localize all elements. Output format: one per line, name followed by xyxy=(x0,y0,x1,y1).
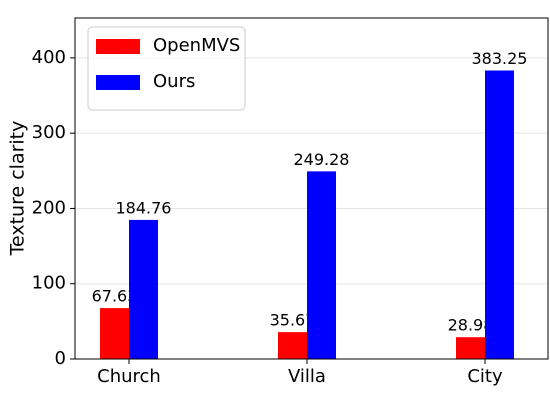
x-tick-label: City xyxy=(467,366,503,387)
value-label: 35.67 xyxy=(270,311,316,330)
value-label: 383.25 xyxy=(472,49,528,68)
value-label: 184.76 xyxy=(116,198,172,217)
value-label: 28.98 xyxy=(448,316,494,335)
legend-swatch xyxy=(96,75,140,90)
legend-label: Ours xyxy=(153,71,195,92)
legend-swatch xyxy=(96,39,140,54)
bar xyxy=(485,70,514,359)
y-tick-label: 400 xyxy=(32,47,66,68)
legend-label: OpenMVS xyxy=(153,35,240,56)
legend: OpenMVS Ours xyxy=(87,26,246,111)
y-tick-label: 300 xyxy=(32,122,66,143)
x-tick-label: Church xyxy=(97,366,161,387)
bar xyxy=(307,171,336,359)
y-tick-label: 200 xyxy=(32,197,66,218)
bar xyxy=(129,219,158,359)
bar xyxy=(100,308,129,359)
plot-frame xyxy=(74,17,549,360)
y-axis-label: Texture clarity xyxy=(7,121,29,257)
x-tick-label: Villa xyxy=(288,366,326,387)
value-label: 249.28 xyxy=(294,150,350,169)
bar xyxy=(278,332,307,359)
bar xyxy=(456,337,485,359)
y-tick-label: 0 xyxy=(55,348,66,369)
y-tick-label: 100 xyxy=(32,273,66,294)
value-label: 67.63 xyxy=(92,287,138,306)
